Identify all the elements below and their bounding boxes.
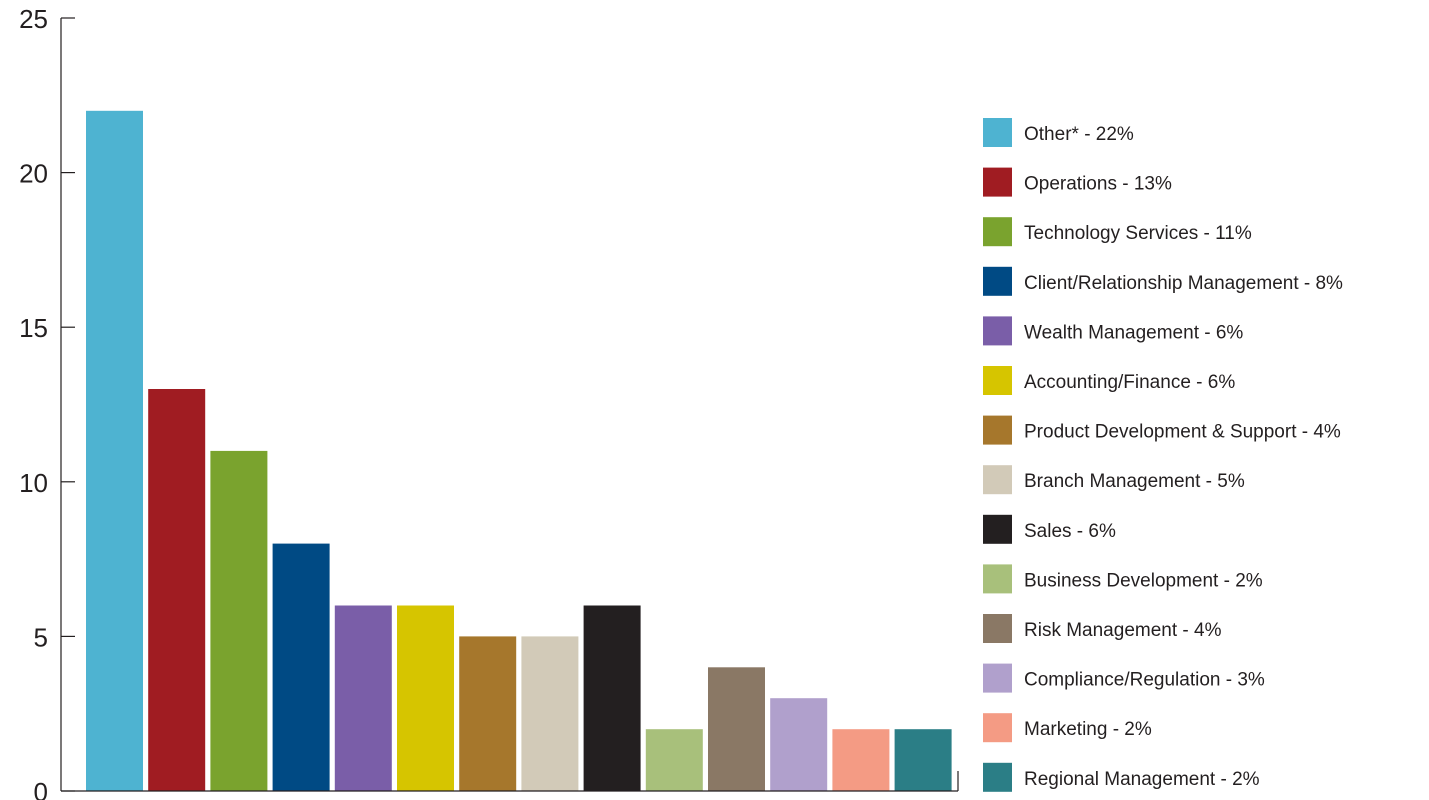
legend-swatch xyxy=(983,762,1012,792)
legend-item: Sales - 6% xyxy=(983,514,1116,544)
bar[interactable] xyxy=(583,605,641,792)
legend-item: Other* - 22% xyxy=(983,118,1134,147)
legend-label: Risk Management - 4% xyxy=(1024,620,1222,641)
bar[interactable] xyxy=(459,636,517,791)
bar[interactable] xyxy=(397,605,454,792)
y-axis: 0 5 10 15 20 25 xyxy=(19,4,75,800)
bar[interactable] xyxy=(334,605,392,792)
legend-label: Product Development & Support - 4% xyxy=(1024,422,1341,443)
bar[interactable] xyxy=(645,729,703,791)
legend-label: Compliance/Regulation - 3% xyxy=(1024,670,1265,691)
legend-item: Regional Management - 2% xyxy=(983,762,1260,792)
y-tick-label: 20 xyxy=(19,159,48,189)
bar[interactable] xyxy=(894,729,952,791)
y-tick-label: 0 xyxy=(34,777,48,800)
legend-swatch xyxy=(983,415,1012,445)
legend-swatch xyxy=(983,118,1012,147)
legend-label: Wealth Management - 6% xyxy=(1024,322,1243,343)
legend-swatch xyxy=(983,564,1012,594)
legend-swatch xyxy=(983,514,1012,544)
legend-item: Wealth Management - 6% xyxy=(983,316,1243,346)
y-tick-label: 25 xyxy=(19,4,48,34)
bar[interactable] xyxy=(770,698,828,791)
legend-swatch xyxy=(983,614,1012,643)
bar[interactable] xyxy=(708,667,765,791)
legend-label: Operations - 13% xyxy=(1024,174,1172,195)
bar[interactable] xyxy=(272,543,330,791)
y-tick-label: 5 xyxy=(34,622,48,652)
legend-item: Technology Services - 11% xyxy=(983,217,1252,247)
legend-label: Other* - 22% xyxy=(1024,124,1134,145)
legend-swatch xyxy=(983,316,1012,346)
y-tick-label: 15 xyxy=(19,313,48,343)
legend-swatch xyxy=(983,167,1012,197)
legend-label: Accounting/Finance - 6% xyxy=(1024,372,1235,393)
legend-swatch xyxy=(983,465,1012,495)
legend: Other* - 22% Operations - 13% Technology S… xyxy=(983,118,1343,792)
bars-group xyxy=(86,110,952,792)
legend-swatch xyxy=(983,217,1012,247)
legend-item: Product Development & Support - 4% xyxy=(983,415,1341,445)
legend-label: Sales - 6% xyxy=(1024,521,1116,542)
bar[interactable] xyxy=(832,729,890,791)
legend-swatch xyxy=(983,266,1012,296)
legend-item: Client/Relationship Management - 8% xyxy=(983,266,1343,296)
legend-label: Branch Management - 5% xyxy=(1024,471,1245,492)
legend-swatch xyxy=(983,366,1012,395)
bar[interactable] xyxy=(210,450,268,791)
legend-item: Branch Management - 5% xyxy=(983,465,1245,495)
x-axis xyxy=(61,771,959,792)
bar[interactable] xyxy=(86,110,143,792)
legend-item: Operations - 13% xyxy=(983,167,1172,197)
legend-item: Risk Management - 4% xyxy=(983,614,1222,643)
legend-label: Regional Management - 2% xyxy=(1024,769,1260,790)
legend-swatch xyxy=(983,713,1012,743)
y-tick-label: 10 xyxy=(19,468,48,498)
bar[interactable] xyxy=(148,389,206,791)
legend-item: Business Development - 2% xyxy=(983,564,1263,594)
legend-label: Business Development - 2% xyxy=(1024,570,1263,591)
bar[interactable] xyxy=(521,636,579,791)
legend-item: Accounting/Finance - 6% xyxy=(983,366,1235,395)
legend-label: Client/Relationship Management - 8% xyxy=(1024,273,1343,294)
legend-item: Marketing - 2% xyxy=(983,713,1152,743)
legend-item: Compliance/Regulation - 3% xyxy=(983,663,1265,693)
legend-label: Marketing - 2% xyxy=(1024,719,1152,740)
legend-label: Technology Services - 11% xyxy=(1024,223,1252,244)
legend-swatch xyxy=(983,663,1012,693)
